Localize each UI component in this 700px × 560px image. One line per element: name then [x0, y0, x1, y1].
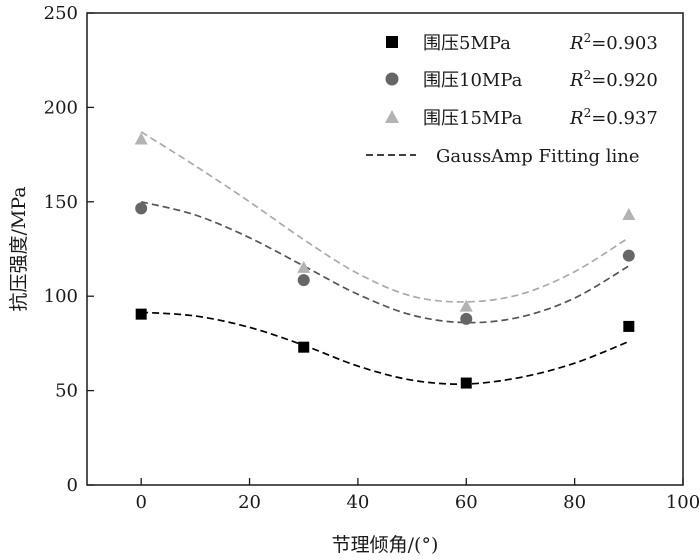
- fit-lines: [140, 131, 630, 385]
- legend-marker-10mpa: [385, 72, 399, 86]
- y-tick-label: 250: [44, 3, 78, 24]
- legend-r2-10mpa: R2=0.920: [569, 68, 658, 91]
- r2-value: =0.937: [591, 108, 658, 129]
- data-point-5mpa: [623, 320, 635, 332]
- x-axis-title: 节理倾角/(°): [332, 534, 439, 556]
- data-point-10mpa: [135, 202, 148, 215]
- plot-frame: [86, 12, 684, 486]
- r2-value: =0.920: [591, 70, 658, 91]
- r2-exponent: 2: [584, 68, 592, 82]
- y-tick-label: 0: [67, 475, 78, 496]
- data-point-5mpa: [298, 341, 310, 353]
- r2-value: =0.903: [591, 33, 658, 54]
- x-tick-label: 60: [455, 492, 478, 513]
- data-points: [134, 132, 636, 389]
- y-tick-label: 200: [44, 97, 78, 118]
- x-tick-label: 20: [238, 492, 261, 513]
- x-tick-label: 80: [563, 492, 586, 513]
- x-axis: 0 20 40 60 80 100: [135, 478, 700, 513]
- r2-symbol: R: [569, 33, 584, 54]
- y-axis: 0 50 100 150 200 250: [44, 3, 94, 496]
- x-tick-label: 0: [135, 492, 146, 513]
- data-point-5mpa: [460, 377, 472, 389]
- data-point-15mpa: [622, 208, 636, 221]
- fit-line-10mpa: [140, 200, 630, 324]
- x-tick-label: 100: [666, 492, 700, 513]
- legend-label-5mpa: 围压5MPa: [423, 33, 511, 54]
- data-point-10mpa: [622, 249, 635, 262]
- data-point-10mpa: [460, 312, 473, 325]
- x-tick-label: 40: [346, 492, 369, 513]
- legend-marker-15mpa: [385, 110, 399, 123]
- r2-symbol: R: [569, 70, 584, 91]
- r2-exponent: 2: [584, 31, 592, 45]
- data-point-15mpa: [297, 260, 311, 273]
- fit-line-5mpa: [141, 311, 630, 385]
- y-tick-label: 150: [44, 192, 78, 213]
- y-tick-label: 50: [55, 381, 78, 402]
- data-point-15mpa: [134, 132, 148, 145]
- y-tick-label: 100: [44, 286, 78, 307]
- legend: 围压5MPa R2=0.903 围压10MPa R2=0.920 围压15MPa…: [366, 31, 658, 167]
- legend-label-10mpa: 围压10MPa: [423, 70, 523, 91]
- data-point-5mpa: [135, 308, 147, 320]
- data-point-10mpa: [297, 274, 310, 287]
- y-axis-title: 抗压强度/MPa: [8, 186, 30, 311]
- data-point-15mpa: [459, 299, 473, 312]
- legend-marker-5mpa: [386, 36, 398, 48]
- legend-r2-5mpa: R2=0.903: [569, 31, 658, 54]
- legend-label-15mpa: 围压15MPa: [423, 108, 523, 129]
- fit-line-15mpa: [140, 131, 630, 303]
- legend-fit-label: GaussAmp Fitting line: [436, 146, 640, 167]
- r2-symbol: R: [569, 108, 584, 129]
- legend-r2-15mpa: R2=0.937: [569, 106, 658, 129]
- r2-exponent: 2: [584, 106, 592, 120]
